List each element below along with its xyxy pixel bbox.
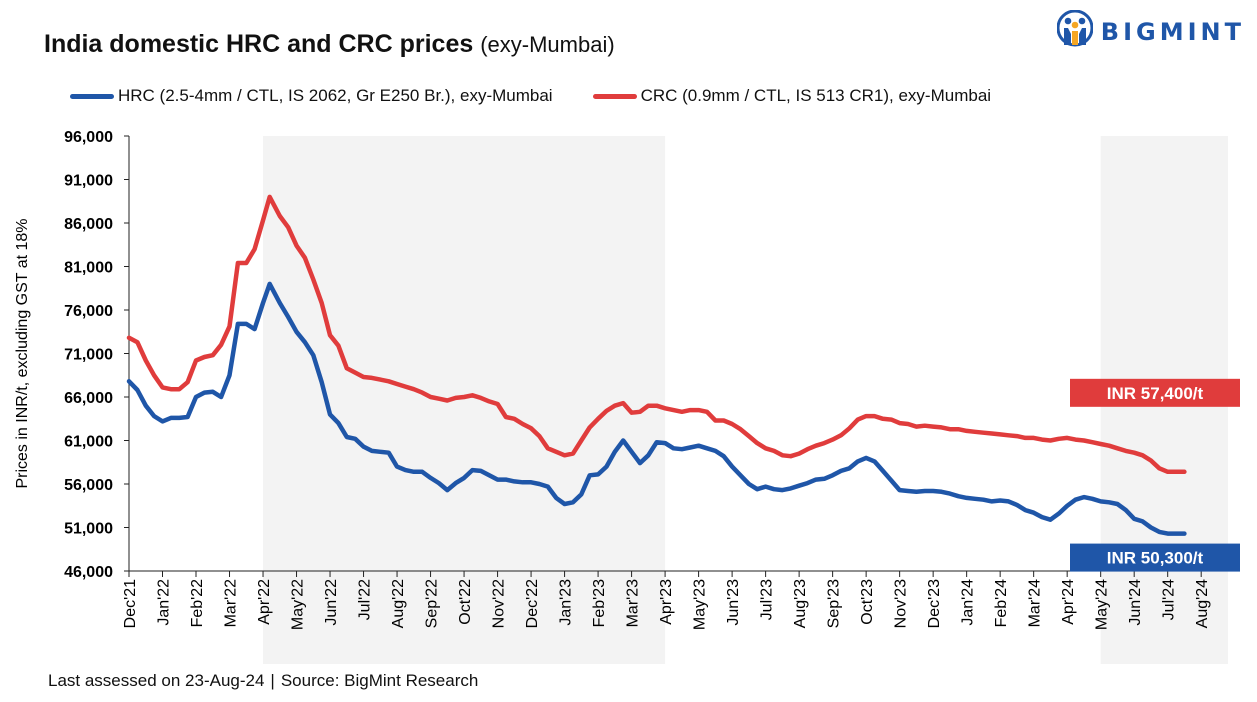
end-label-badge-hrc [1070, 543, 1240, 572]
y-tick-label: 86,000 [64, 216, 113, 233]
chart-legend: HRC (2.5-4mm / CTL, IS 2062, Gr E250 Br.… [70, 86, 1031, 106]
y-tick-label: 76,000 [64, 303, 113, 320]
x-tick-label: Sep'23 [826, 579, 843, 628]
x-tick-label: Feb'22 [189, 579, 206, 628]
x-tick-label: Dec'22 [524, 579, 541, 628]
source-note: Source: BigMint Research [280, 671, 479, 690]
last-assessed-note: Last assessed on 23-Aug-24 [48, 671, 265, 690]
y-tick-label: 46,000 [64, 564, 113, 581]
y-tick-label: 51,000 [64, 521, 113, 538]
x-tick-label: Oct'23 [859, 579, 876, 625]
x-tick-label: Dec'23 [926, 579, 943, 628]
x-tick-label: Jan'22 [156, 579, 173, 626]
y-tick-label: 66,000 [64, 390, 113, 407]
y-tick-label: 61,000 [64, 434, 113, 451]
legend-label-hrc: HRC (2.5-4mm / CTL, IS 2062, Gr E250 Br.… [118, 86, 553, 105]
legend-label-crc: CRC (0.9mm / CTL, IS 513 CR1), exy-Mumba… [640, 86, 992, 105]
footer-separator: | [270, 671, 275, 690]
y-tick-label: 71,000 [64, 347, 113, 364]
end-label-text-hrc: INR 50,300/t [1107, 549, 1204, 568]
x-tick-label: Apr'22 [256, 579, 273, 625]
x-tick-label: Dec'21 [122, 579, 139, 628]
y-tick-label: 81,000 [64, 260, 113, 277]
x-tick-label: Oct'22 [457, 579, 474, 625]
brand-logo: BIGMINT [1056, 9, 1245, 55]
x-tick-label: Mar'23 [625, 579, 642, 628]
chart-title: India domestic HRC and CRC prices (exy-M… [44, 30, 615, 59]
x-tick-label: Nov'22 [491, 579, 508, 628]
x-tick-label: Jul'23 [759, 579, 776, 620]
x-tick-label: Aug'22 [390, 579, 407, 628]
x-tick-label: Jul'24 [1161, 579, 1178, 620]
x-tick-label: Feb'23 [591, 579, 608, 628]
y-tick-label: 56,000 [64, 477, 113, 494]
logo-text: BIGMINT [1100, 18, 1245, 46]
end-label-badge-crc [1070, 378, 1240, 407]
end-label-text-crc: INR 57,400/t [1107, 384, 1204, 403]
x-tick-label: Jan'23 [558, 579, 575, 626]
x-tick-label: Jun'24 [1127, 579, 1144, 626]
x-tick-label: Mar'24 [1027, 579, 1044, 628]
y-tick-label: 96,000 [64, 129, 113, 146]
x-tick-label: Nov'23 [893, 579, 910, 628]
x-tick-label: Jun'23 [725, 579, 742, 626]
x-tick-label: May'23 [692, 579, 709, 630]
x-tick-label: Aug'23 [792, 579, 809, 628]
chart-title-main: India domestic HRC and CRC prices [44, 30, 474, 58]
legend-item-crc: CRC (0.9mm / CTL, IS 513 CR1), exy-Mumba… [592, 86, 992, 106]
legend-swatch-hrc [70, 93, 114, 99]
legend-item-hrc: HRC (2.5-4mm / CTL, IS 2062, Gr E250 Br.… [70, 86, 553, 106]
x-tick-label: Aug'24 [1194, 579, 1211, 628]
chart-footer: Last assessed on 23-Aug-24 | Source: BigMi… [48, 671, 478, 691]
chart-title-sub: (exy-Mumbai) [480, 32, 615, 57]
x-tick-label: Sep'22 [424, 579, 441, 628]
series-line-hrc [126, 281, 1187, 536]
y-tick-label: 91,000 [64, 173, 113, 190]
y-axis-label: Prices in INR/t, excluding GST at 18% [14, 218, 31, 488]
series-line-crc [126, 194, 1187, 475]
x-tick-label: Jun'22 [323, 579, 340, 626]
x-tick-label: May'24 [1094, 579, 1111, 630]
x-tick-label: Apr'23 [658, 579, 675, 625]
x-tick-label: Mar'22 [223, 579, 240, 628]
legend-swatch-crc [592, 93, 637, 99]
x-tick-label: Apr'24 [1060, 579, 1077, 625]
x-tick-label: Feb'24 [993, 579, 1010, 628]
x-tick-label: Jul'22 [357, 579, 374, 620]
x-tick-label: May'22 [290, 579, 307, 630]
bigmint-logo-icon [1056, 9, 1094, 55]
x-tick-label: Jan'24 [960, 579, 977, 626]
